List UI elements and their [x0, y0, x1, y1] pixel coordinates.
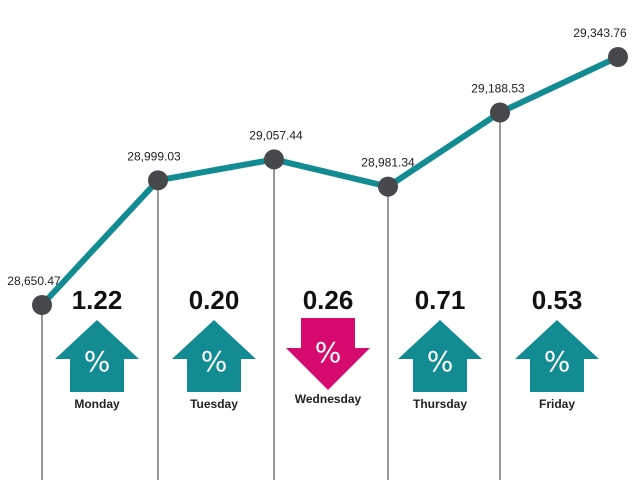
percent-symbol: %: [84, 345, 111, 378]
value-label: 29,188.53: [471, 82, 525, 96]
day-label: Thursday: [413, 397, 467, 411]
value-label: 28,999.03: [127, 149, 181, 163]
change-percent: 0.20: [189, 285, 240, 315]
data-point: [264, 149, 284, 170]
change-tuesday: 0.20% Tuesday: [172, 285, 256, 411]
up-arrow-icon: [55, 320, 139, 392]
day-label: Monday: [74, 397, 120, 411]
up-arrow-icon: [398, 320, 482, 392]
change-percent: 1.22: [72, 285, 123, 315]
value-label: 28,981.34: [361, 156, 415, 170]
change-percent: 0.53: [532, 285, 583, 315]
data-point: [490, 102, 510, 123]
down-arrow-icon: [286, 318, 370, 390]
day-label: Friday: [539, 397, 575, 411]
daily-changes: 1.22% Monday 0.20% Tuesday 0.26% Wednesday 0.7…: [55, 285, 599, 411]
up-arrow-icon: [515, 320, 599, 392]
percent-symbol: %: [315, 336, 342, 369]
value-label: 28,650.47: [7, 274, 61, 288]
change-percent: 0.26: [303, 285, 354, 315]
value-label: 29,343.76: [573, 26, 627, 40]
up-arrow-icon: [172, 320, 256, 392]
data-points: [32, 47, 628, 315]
guide-lines: [41, 112, 501, 480]
change-percent: 0.71: [415, 285, 466, 315]
change-friday: 0.53% Friday: [515, 285, 599, 411]
percent-symbol: %: [544, 345, 571, 378]
value-labels: 28,650.47 28,999.03 29,057.44 28,981.34 29,1…: [7, 26, 627, 288]
percent-symbol: %: [427, 345, 454, 378]
index-series-line: [39, 54, 621, 308]
data-point: [148, 170, 168, 191]
day-label: Wednesday: [295, 392, 362, 406]
day-label: Tuesday: [190, 397, 238, 411]
data-point: [378, 176, 398, 197]
data-point: [608, 47, 628, 67]
data-point: [32, 295, 52, 315]
change-thursday: 0.71% Thursday: [398, 285, 482, 411]
percent-symbol: %: [201, 345, 228, 378]
change-monday: 1.22% Monday: [55, 285, 139, 411]
value-label: 29,057.44: [249, 128, 303, 142]
change-wednesday: 0.26% Wednesday: [286, 285, 370, 406]
